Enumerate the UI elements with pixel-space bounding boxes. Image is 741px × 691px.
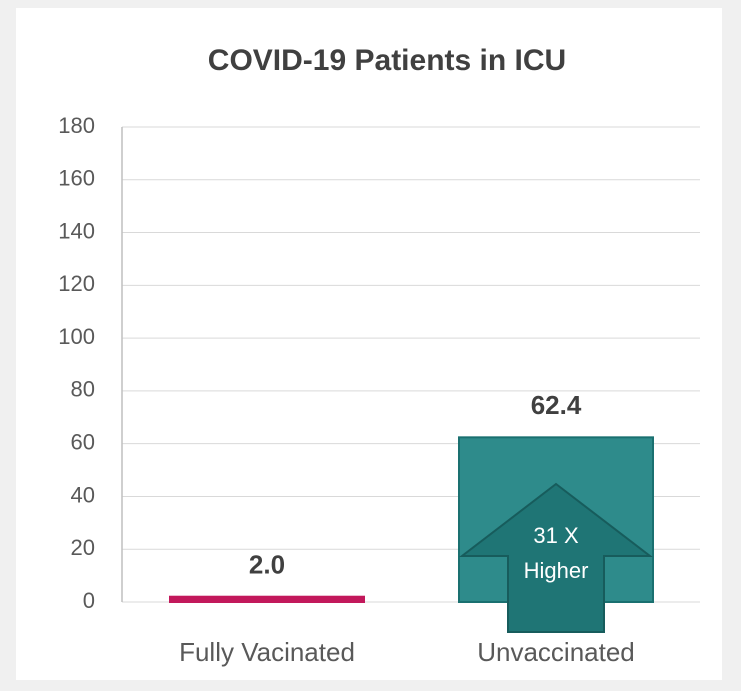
y-tick-label: 80 [71, 377, 95, 402]
y-tick-label: 60 [71, 429, 95, 454]
annotation: Higher [524, 558, 589, 583]
y-tick-label: 160 [58, 166, 95, 191]
y-tick-label: 20 [71, 535, 95, 560]
bar [169, 595, 365, 604]
x-tick-label: Fully Vacinated [179, 637, 355, 667]
x-tick-label: Unvaccinated [477, 637, 635, 667]
data-label: 2.0 [249, 550, 285, 580]
chart-title: COVID-19 Patients in ICU [208, 44, 566, 77]
y-tick-label: 100 [58, 324, 95, 349]
y-tick-label: 120 [58, 271, 95, 296]
arrow [459, 482, 653, 633]
y-tick-label: 40 [71, 482, 95, 507]
annotation: 31 X [533, 523, 579, 548]
y-tick-label: 180 [58, 113, 95, 138]
y-tick-label: 0 [83, 588, 95, 613]
y-tick-label: 140 [58, 218, 95, 243]
data-label: 62.4 [531, 390, 582, 420]
